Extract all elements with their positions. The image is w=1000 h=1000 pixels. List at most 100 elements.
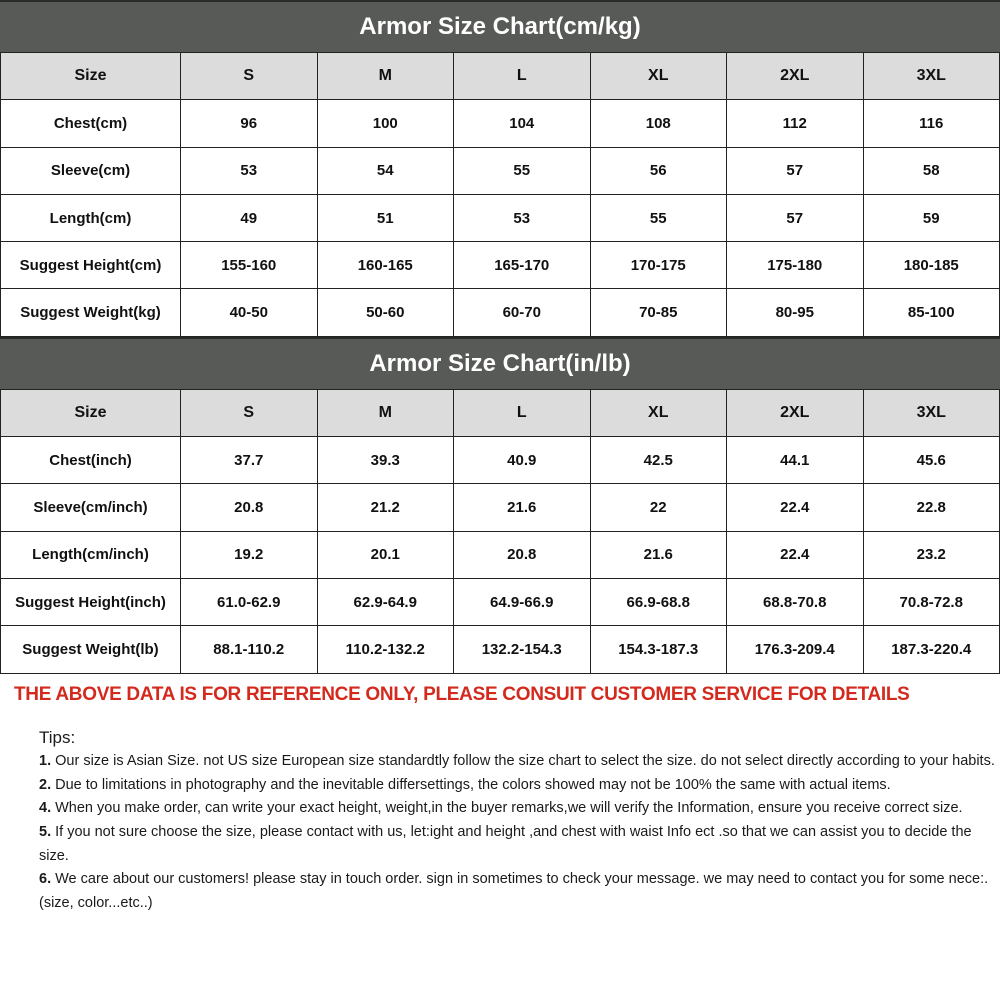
table-row: Sleeve(cm) 53 54 55 56 57 58 <box>0 146 1000 195</box>
value-cell: 96 <box>180 99 318 148</box>
header-cell: 2XL <box>726 388 864 438</box>
tip-item: 5. If you not sure choose the size, plea… <box>39 821 1000 868</box>
value-cell: 170-175 <box>589 241 727 290</box>
tip-item: 6. We care about our customers! please s… <box>39 868 1000 915</box>
row-label: Suggest Height(inch) <box>0 577 181 627</box>
value-cell: 22 <box>589 483 727 532</box>
value-cell: 180-185 <box>862 241 1000 290</box>
value-cell: 40-50 <box>180 288 318 337</box>
value-cell: 80-95 <box>726 288 864 337</box>
tip-text: If you not sure choose the size, please … <box>39 823 972 864</box>
row-label: Length(cm) <box>0 193 181 243</box>
value-cell: 53 <box>180 146 318 195</box>
table-row: Chest(cm) 96 100 104 108 112 116 <box>0 99 1000 148</box>
value-cell: 21.6 <box>589 530 727 579</box>
value-cell: 187.3-220.4 <box>862 625 1000 674</box>
header-cell: Size <box>0 388 181 438</box>
tip-text: We care about our customers! please stay… <box>39 871 989 911</box>
tip-text: When you make order, can write your exac… <box>51 800 963 817</box>
header-cell: 3XL <box>862 388 1000 438</box>
value-cell: 62.9-64.9 <box>316 577 454 627</box>
row-label: Sleeve(cm/inch) <box>0 483 181 532</box>
value-cell: 58 <box>862 146 1000 195</box>
chart-title: Armor Size Chart(cm/kg) <box>0 0 1000 52</box>
value-cell: 68.8-70.8 <box>726 577 864 627</box>
value-cell: 50-60 <box>316 288 454 337</box>
value-cell: 165-170 <box>453 241 591 290</box>
row-label: Suggest Height(cm) <box>0 241 181 290</box>
reference-note: THE ABOVE DATA IS FOR REFERENCE ONLY, PL… <box>14 683 910 705</box>
value-cell: 175-180 <box>726 241 864 290</box>
tips-heading: Tips: <box>39 727 76 747</box>
tip-number: 5. <box>39 823 52 840</box>
value-cell: 70.8-72.8 <box>862 577 1000 627</box>
table-row: Length(cm/inch) 19.2 20.1 20.8 21.6 22.4 23.2 <box>0 530 1000 579</box>
value-cell: 110.2-132.2 <box>316 625 454 674</box>
tip-item: 2. Due to limitations in photography and… <box>39 774 1000 798</box>
value-cell: 45.6 <box>862 436 1000 485</box>
table-row: Suggest Height(cm) 155-160 160-165 165-170 1… <box>0 241 1000 290</box>
header-row: Size S M L XL 2XL 3XL <box>0 51 1000 101</box>
value-cell: 85-100 <box>862 288 1000 337</box>
value-cell: 70-85 <box>589 288 727 337</box>
value-cell: 55 <box>453 146 591 195</box>
header-cell: L <box>453 388 591 438</box>
value-cell: 155-160 <box>180 241 318 290</box>
header-cell: S <box>180 388 318 438</box>
header-cell: XL <box>589 388 727 438</box>
value-cell: 22.8 <box>862 483 1000 532</box>
value-cell: 23.2 <box>862 530 1000 579</box>
value-cell: 154.3-187.3 <box>589 625 727 674</box>
header-cell: XL <box>589 51 727 101</box>
value-cell: 88.1-110.2 <box>180 625 318 674</box>
header-cell: Size <box>0 51 181 101</box>
row-label: Suggest Weight(kg) <box>0 288 181 337</box>
header-cell: M <box>316 388 454 438</box>
value-cell: 51 <box>316 193 454 243</box>
size-charts: Armor Size Chart(cm/kg) Size S M L XL 2XL 3XL Ch… <box>0 0 1000 674</box>
value-cell: 57 <box>726 193 864 243</box>
value-cell: 39.3 <box>316 436 454 485</box>
value-cell: 40.9 <box>453 436 591 485</box>
value-cell: 108 <box>589 99 727 148</box>
tip-number: 4. <box>39 800 52 817</box>
value-cell: 37.7 <box>180 436 318 485</box>
value-cell: 116 <box>862 99 1000 148</box>
tip-number: 6. <box>39 871 52 888</box>
header-row: Size S M L XL 2XL 3XL <box>0 388 1000 438</box>
value-cell: 60-70 <box>453 288 591 337</box>
tip-item: 1. Our size is Asian Size. not US size E… <box>39 750 1000 774</box>
value-cell: 100 <box>316 99 454 148</box>
value-cell: 53 <box>453 193 591 243</box>
table-row: Chest(inch) 37.7 39.3 40.9 42.5 44.1 45.6 <box>0 436 1000 485</box>
header-cell: M <box>316 51 454 101</box>
value-cell: 56 <box>589 146 727 195</box>
value-cell: 54 <box>316 146 454 195</box>
size-table: Size S M L XL 2XL 3XL Chest(inch) 37.7 39.3 40.9 42… <box>0 388 1000 674</box>
tip-text: Our size is Asian Size. not US size Euro… <box>51 753 995 770</box>
value-cell: 57 <box>726 146 864 195</box>
value-cell: 176.3-209.4 <box>726 625 864 674</box>
value-cell: 132.2-154.3 <box>453 625 591 674</box>
value-cell: 22.4 <box>726 483 864 532</box>
row-label: Chest(cm) <box>0 99 181 148</box>
value-cell: 64.9-66.9 <box>453 577 591 627</box>
row-label: Sleeve(cm) <box>0 146 181 195</box>
tip-item: 4. When you make order, can write your e… <box>39 797 1000 821</box>
chart-title: Armor Size Chart(in/lb) <box>0 336 1000 389</box>
table-row: Suggest Weight(kg) 40-50 50-60 60-70 70-85 80… <box>0 288 1000 337</box>
value-cell: 66.9-68.8 <box>589 577 727 627</box>
value-cell: 104 <box>453 99 591 148</box>
value-cell: 112 <box>726 99 864 148</box>
value-cell: 20.8 <box>453 530 591 579</box>
value-cell: 44.1 <box>726 436 864 485</box>
value-cell: 59 <box>862 193 1000 243</box>
size-table: Size S M L XL 2XL 3XL Chest(cm) 96 100 104 108 112 11… <box>0 51 1000 337</box>
table-row: Sleeve(cm/inch) 20.8 21.2 21.6 22 22.4 22.8 <box>0 483 1000 532</box>
header-cell: 2XL <box>726 51 864 101</box>
header-cell: S <box>180 51 318 101</box>
value-cell: 160-165 <box>316 241 454 290</box>
table-row: Suggest Height(inch) 61.0-62.9 62.9-64.9 64… <box>0 577 1000 627</box>
row-label: Suggest Weight(lb) <box>0 625 181 674</box>
table-row: Length(cm) 49 51 53 55 57 59 <box>0 193 1000 243</box>
